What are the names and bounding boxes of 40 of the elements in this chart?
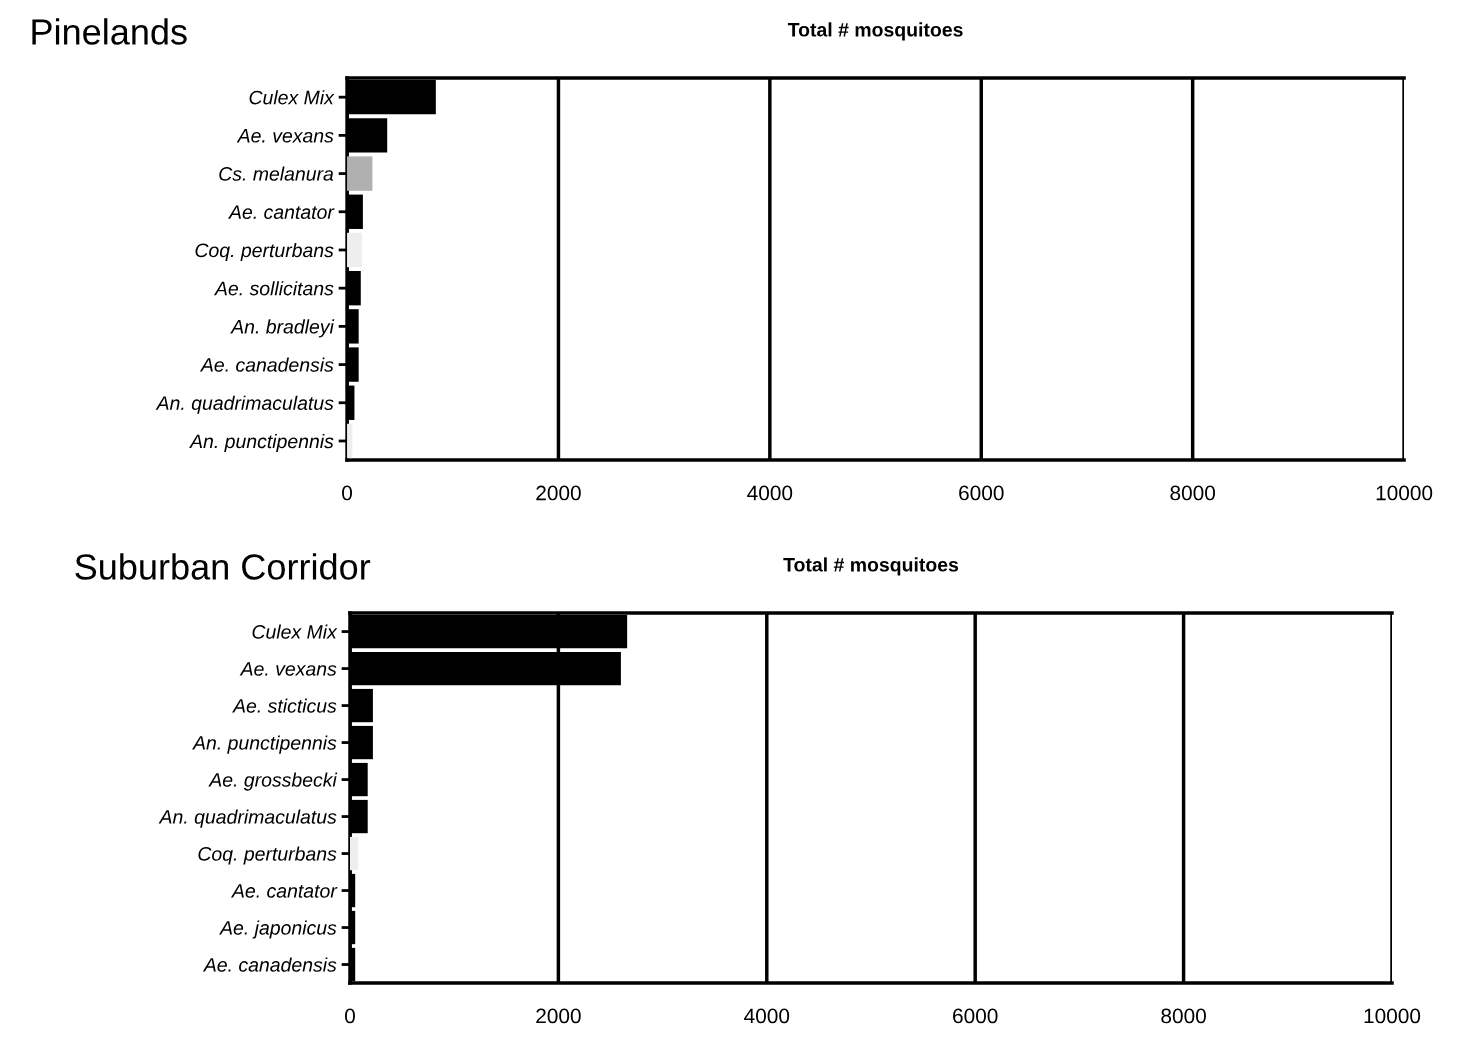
y-tick-label: Ae. cantator (230, 884, 338, 898)
y-tick-label: An. quadrimaculatus (158, 809, 337, 828)
x-tick-label: 6000 (959, 485, 1004, 501)
y-tick-label: Ae. grossbecki (208, 772, 338, 791)
y-tick-label: Coq. perturbans (198, 846, 337, 865)
y-tick-label: An. quadrimaculatus (155, 395, 334, 414)
x-axis-title: Total # mosquitoes (783, 557, 959, 576)
y-tick-label: An. punctipennis (192, 735, 337, 754)
y-tick-label: An. bradleyi (230, 319, 335, 338)
y-tick-label: Culex Mix (252, 624, 338, 639)
x-tick-label: 8000 (1170, 485, 1216, 501)
chart-title: Pinelands (32, 18, 187, 45)
bar (349, 836, 359, 871)
x-tick-label: 8000 (1161, 1008, 1206, 1024)
y-tick-label: Ae. vexans (239, 662, 337, 676)
y-tick-label: Coq. perturbans (195, 242, 334, 262)
y-tick-label: Ae. sollicitans (214, 281, 334, 296)
x-tick-label: 4000 (744, 1008, 790, 1024)
y-tick-label: An. punctipennis (189, 433, 334, 453)
y-tick-label: Ae. vexans (236, 129, 334, 143)
bar (347, 156, 373, 191)
y-tick-label: Culex Mix (249, 90, 335, 105)
x-tick-label: 2000 (536, 1008, 581, 1024)
y-tick-label: Ae. canadensis (202, 957, 337, 972)
y-tick-label: Ae. canadensis (199, 357, 334, 372)
bar (347, 232, 362, 268)
y-tick-label: Ae. cantator (228, 205, 335, 220)
chart-title: Suburban Corridor (75, 553, 371, 580)
x-tick-label: 2000 (536, 485, 581, 501)
x-tick-label: 0 (345, 1008, 355, 1024)
x-tick-label: 4000 (747, 485, 793, 501)
x-tick-label: 10000 (1376, 485, 1433, 501)
bar (347, 423, 353, 459)
x-axis-title: Total # mosquitoes (787, 22, 963, 41)
y-tick-label: Ae. japonicus (219, 920, 337, 939)
x-tick-label: 10000 (1364, 1008, 1421, 1024)
y-tick-label: Cs. melanura (219, 166, 334, 181)
y-tick-label: Ae. sticticus (232, 698, 337, 713)
x-tick-label: 6000 (953, 1008, 998, 1024)
x-tick-label: 0 (342, 485, 353, 501)
